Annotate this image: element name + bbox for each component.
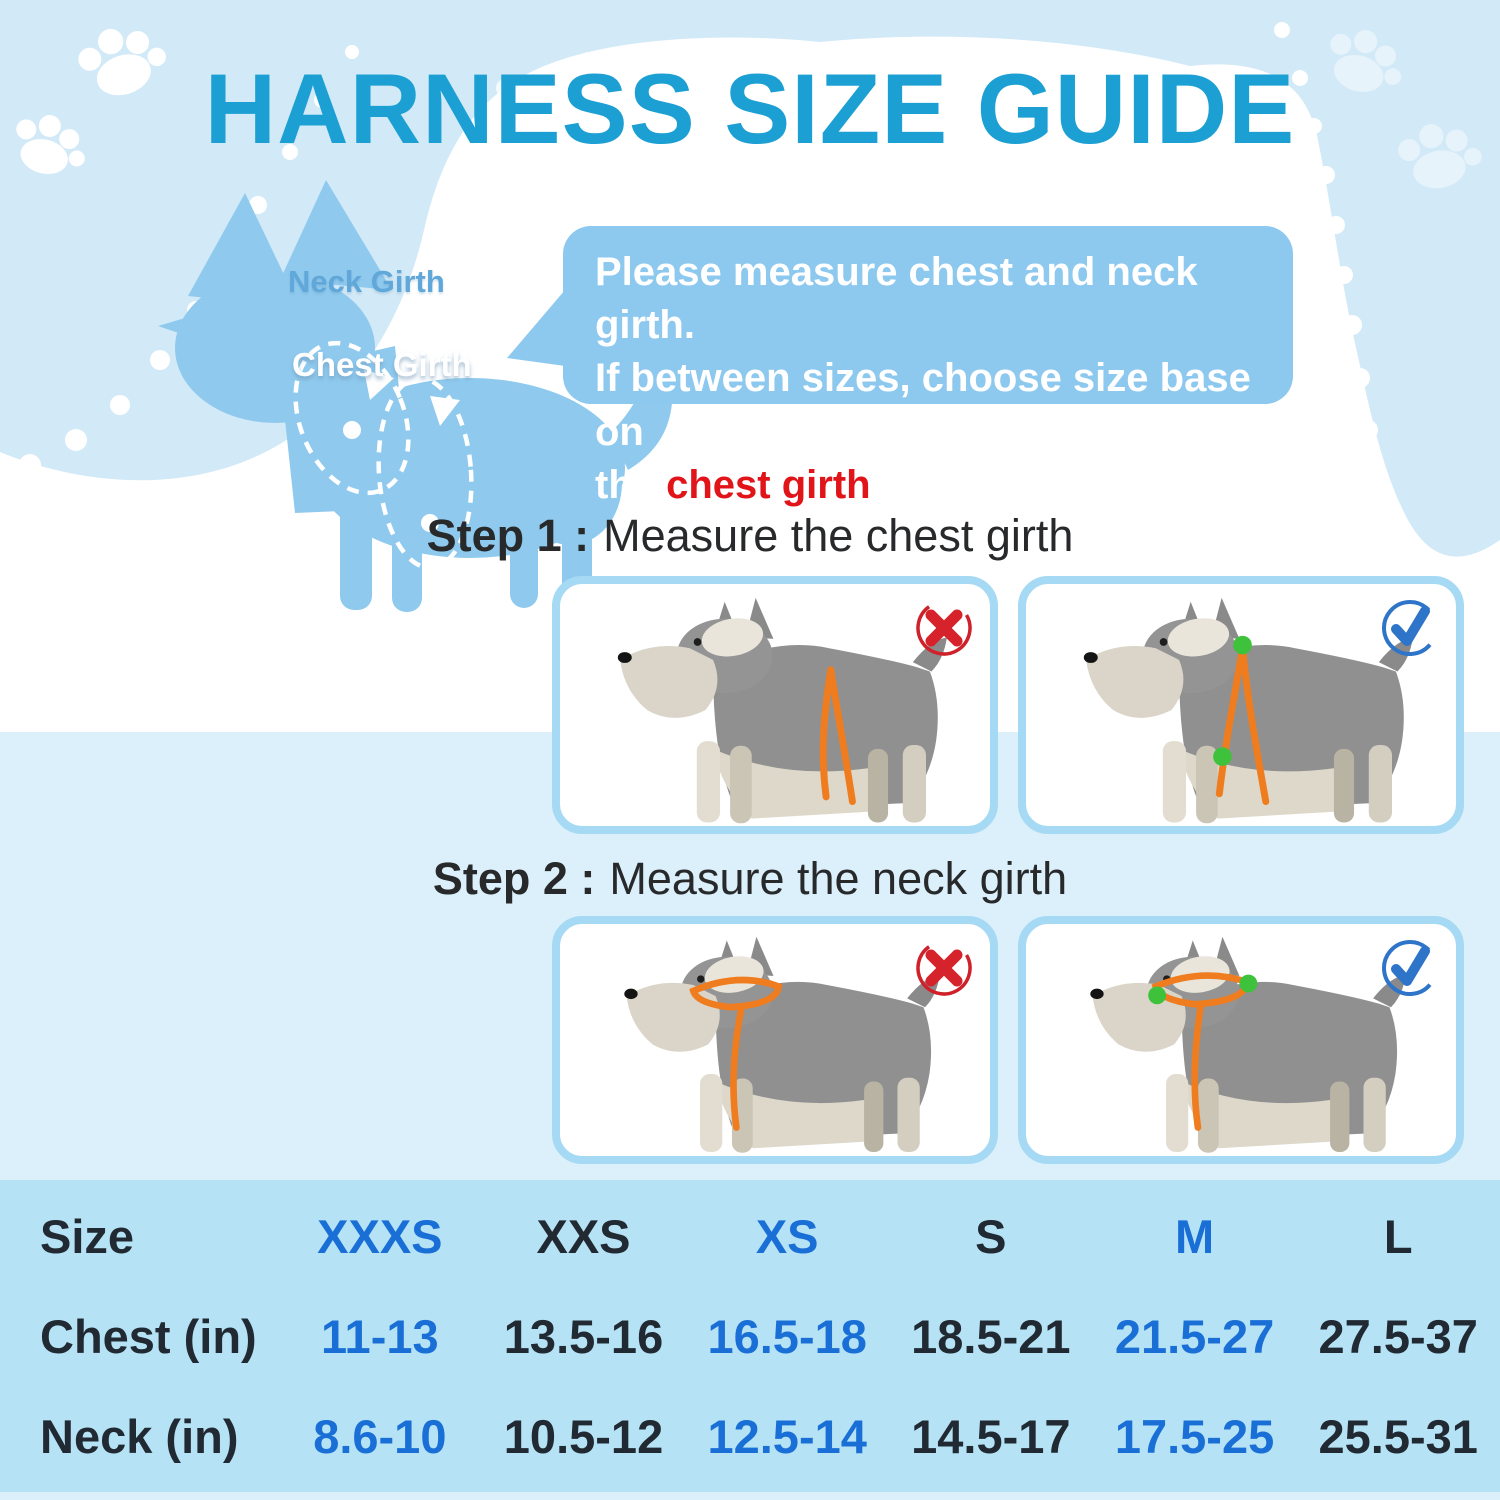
chest-cell: 21.5-27	[1114, 1309, 1275, 1363]
neck-cell: 25.5-31	[1318, 1409, 1478, 1463]
measure-point	[343, 421, 361, 439]
row-header: Neck (in)	[40, 1409, 239, 1463]
size-cell: XXS	[536, 1209, 631, 1263]
chest-girth-label: Chest Girth	[292, 346, 472, 383]
neck-cell: 12.5-14	[707, 1409, 867, 1463]
check-icon	[1378, 596, 1442, 660]
cross-icon	[912, 596, 976, 660]
neck-cell: 8.6-10	[313, 1409, 447, 1463]
neck-cell: 14.5-17	[911, 1409, 1071, 1463]
arrow-icon	[430, 396, 460, 426]
neck-cell: 10.5-12	[503, 1409, 664, 1463]
bubble-line-3: the chest girth.	[595, 462, 882, 507]
dog-photo	[617, 597, 947, 823]
neck-cell: 17.5-25	[1114, 1409, 1275, 1463]
measuring-tape	[689, 976, 783, 1132]
panel-chest-wrong	[552, 576, 998, 834]
page-title: HARNESS SIZE GUIDE	[204, 53, 1296, 164]
bubble-line-2: If between sizes, choose size base on	[595, 356, 1251, 454]
chest-cell: 13.5-16	[503, 1309, 664, 1363]
size-cell: XXXS	[317, 1209, 443, 1263]
step-2-label: Step 2 :	[432, 853, 596, 904]
bubble-tail	[507, 290, 565, 366]
step-1-label: Step 1 :	[426, 510, 590, 561]
row-header: Size	[40, 1209, 135, 1263]
dog-photo	[1090, 936, 1406, 1154]
dog-photo	[624, 936, 940, 1154]
measuring-tape	[1215, 644, 1270, 805]
measure-point	[1239, 974, 1258, 993]
size-cell: XS	[755, 1209, 819, 1263]
bottom-strip	[0, 1492, 1500, 1500]
bubble-dots	[496, 50, 1136, 105]
measure-point	[421, 514, 439, 532]
size-cell: M	[1174, 1209, 1215, 1263]
check-icon	[1378, 936, 1442, 1000]
measure-point	[1233, 635, 1252, 655]
dog-photo	[1083, 597, 1413, 823]
chest-girth-highlight: chest girth	[666, 462, 871, 507]
chest-girth-ellipse	[376, 375, 474, 571]
table-background-band	[0, 1180, 1500, 1492]
table-row-size: Size XXXS XXS XS S M L	[0, 1188, 1500, 1284]
chest-cell: 27.5-37	[1318, 1309, 1478, 1363]
size-cell: S	[975, 1209, 1007, 1263]
size-cell: L	[1383, 1209, 1413, 1263]
arrow-icon	[364, 370, 394, 400]
panel-neck-wrong	[552, 916, 998, 1164]
row-header: Chest (in)	[40, 1309, 257, 1363]
wave-shape	[0, 0, 1500, 557]
speech-bubble: Please measure chest and neck girth. If …	[507, 226, 1293, 507]
cross-icon	[912, 936, 976, 1000]
neck-girth-label: Neck Girth	[288, 264, 445, 299]
measuring-tape	[1151, 972, 1251, 1132]
chest-cell: 16.5-18	[707, 1309, 867, 1363]
table-row-chest: Chest (in) 11-13 13.5-16 16.5-18 18.5-21…	[0, 1288, 1500, 1384]
chest-cell: 18.5-21	[911, 1309, 1071, 1363]
panel-chest-correct	[1018, 576, 1464, 834]
measure-point	[1213, 747, 1232, 766]
dog-silhouette-icon	[158, 180, 673, 612]
step-2-heading: Step 2 : Measure the neck girth	[432, 853, 1068, 904]
table-row-neck: Neck (in) 8.6-10 10.5-12 12.5-14 14.5-17…	[0, 1388, 1500, 1484]
bubble-line-1: Please measure chest and neck girth.	[595, 250, 1198, 348]
measure-point	[1148, 986, 1167, 1005]
chest-cell: 11-13	[321, 1309, 439, 1363]
measuring-tape	[819, 666, 856, 805]
step-1-heading: Step 1 : Measure the chest girth	[426, 510, 1074, 561]
measurement-diagram: Neck Girth Chest Girth	[130, 178, 690, 618]
panel-neck-correct	[1018, 916, 1464, 1164]
size-table: Size XXXS XXS XS S M L Chest (in) 11-13 …	[0, 1180, 1500, 1492]
